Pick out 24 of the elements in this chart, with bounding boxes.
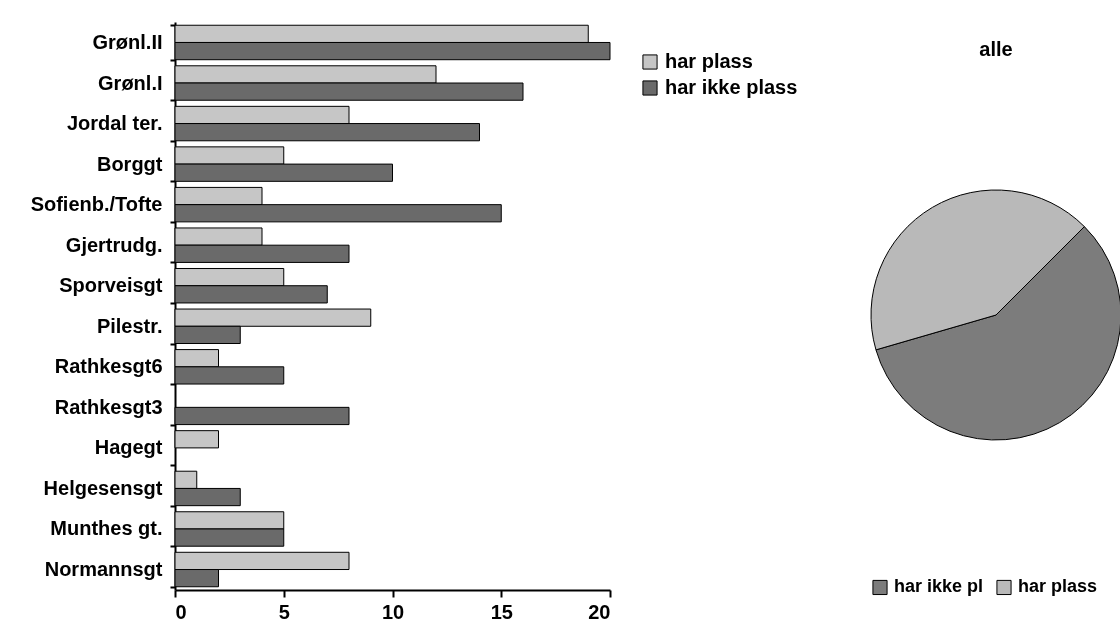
y-tick-label: Munthes gt. <box>50 517 163 540</box>
y-tick-label: Sofienb./Tofte <box>30 193 163 216</box>
y-tick-label: Grønl.II <box>92 30 163 53</box>
legend-label: har plass <box>1018 576 1098 597</box>
y-tick-label: Rathkesgt3 <box>54 395 163 418</box>
x-tick-label: 15 <box>490 600 513 619</box>
legend-label: har plass <box>665 50 753 72</box>
y-tick-label: Normannsgt <box>44 558 163 581</box>
legend-label: har ikke pl <box>894 576 984 597</box>
y-tick-label: Borggt <box>96 152 163 175</box>
y-tick-label: Helgesensgt <box>43 476 163 499</box>
y-tick-label: Grønl.I <box>98 71 163 94</box>
chart-title: alle <box>979 38 1013 60</box>
x-tick-label: 20 <box>588 600 611 619</box>
legend-label: har ikke plass <box>665 76 798 98</box>
y-tick-label: Sporveisgt <box>59 274 163 297</box>
x-tick-label: 0 <box>175 600 187 619</box>
x-tick-label: 5 <box>278 600 290 619</box>
y-tick-label: Hagegt <box>94 436 163 459</box>
y-tick-label: Jordal ter. <box>66 112 163 135</box>
y-tick-label: Pilestr. <box>96 314 163 337</box>
y-tick-label: Rathkesgt6 <box>54 355 163 378</box>
y-tick-label: Gjertrudg. <box>65 233 163 256</box>
x-tick-label: 10 <box>381 600 405 619</box>
